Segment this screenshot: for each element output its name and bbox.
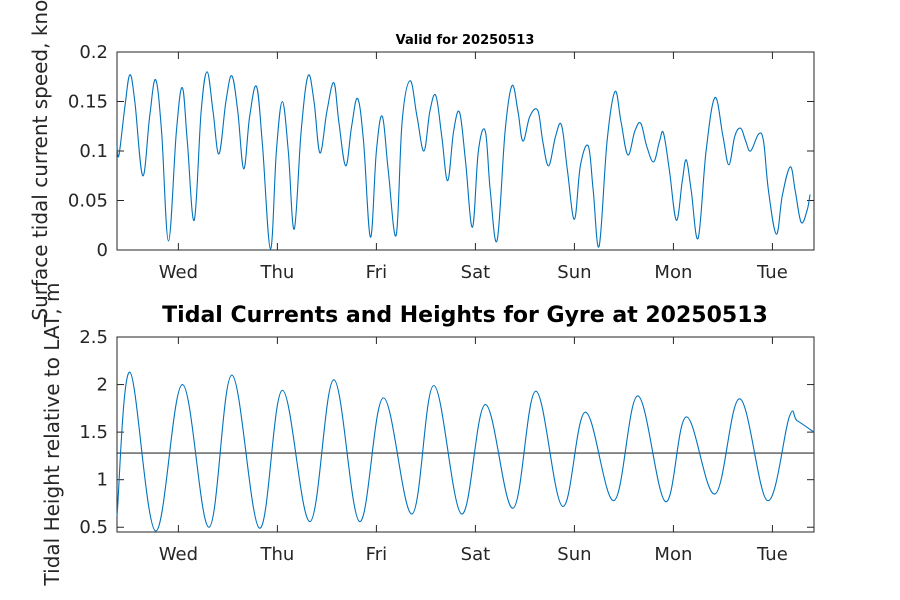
- tidal-height-series-line: [116, 371, 815, 532]
- tidal-height-y-tick-label: 1.5: [79, 422, 108, 443]
- tidal-height-x-tick-label: Mon: [654, 544, 692, 565]
- current-speed-y-tick-label: 0: [97, 240, 108, 261]
- tidal-height-x-tick-label: Sat: [461, 544, 491, 565]
- current-speed-y-tick-label: 0.1: [79, 141, 108, 162]
- current-speed-x-tick-label: Thu: [259, 262, 294, 283]
- tidal-height-x-tick-label: Fri: [366, 544, 387, 565]
- current-speed-x-ticks: Wed Thu Fri Sat Sun Mon Tue: [159, 52, 788, 283]
- current-speed-series-line: [116, 71, 811, 250]
- current-speed-y-tick-label: 0.2: [79, 42, 108, 63]
- current-speed-plot-frame: [116, 51, 815, 251]
- current-speed-x-tick-label: Wed: [159, 262, 198, 283]
- tidal-height-panel: Tidal Currents and Heights for Gyre at 2…: [40, 283, 815, 587]
- current-speed-y-tick-label: 0.15: [68, 92, 108, 113]
- tidal-height-x-ticks: Wed Thu Fri Sat Sun Mon Tue: [159, 337, 788, 565]
- current-speed-panel: Valid for 20250513 Surface tidal current…: [28, 0, 815, 321]
- current-speed-y-tick-label: 0.05: [68, 191, 108, 212]
- tidal-height-x-tick-label: Sun: [557, 544, 591, 565]
- current-speed-x-tick-label: Sat: [461, 262, 491, 283]
- current-speed-x-tick-label: Mon: [654, 262, 692, 283]
- current-speed-x-tick-label: Sun: [557, 262, 591, 283]
- tidal-height-x-tick-label: Thu: [259, 544, 294, 565]
- current-speed-y-axis-label: Surface tidal current speed, knots: [28, 0, 52, 321]
- current-speed-chart-title: Valid for 20250513: [396, 33, 535, 48]
- tidal-height-y-tick-label: 2: [97, 375, 108, 396]
- tidal-height-x-tick-label: Wed: [159, 544, 198, 565]
- tidal-height-y-tick-label: 0.5: [79, 517, 108, 538]
- current-speed-x-tick-label: Tue: [756, 262, 788, 283]
- tidal-height-x-tick-label: Tue: [756, 544, 788, 565]
- tidal-height-y-axis-label: Tidal Height relative to LAT, m: [40, 283, 64, 587]
- current-speed-x-tick-label: Fri: [366, 262, 387, 283]
- tidal-height-y-ticks: 0.5 1 1.5 2 2.5: [79, 327, 814, 538]
- current-speed-y-ticks: 0 0.05 0.1 0.15 0.2: [68, 42, 814, 261]
- tidal-height-plot-frame: [116, 336, 815, 533]
- tidal-height-chart-title: Tidal Currents and Heights for Gyre at 2…: [162, 303, 768, 328]
- tidal-height-y-tick-label: 1: [97, 470, 108, 491]
- tidal-height-y-tick-label: 2.5: [79, 327, 108, 348]
